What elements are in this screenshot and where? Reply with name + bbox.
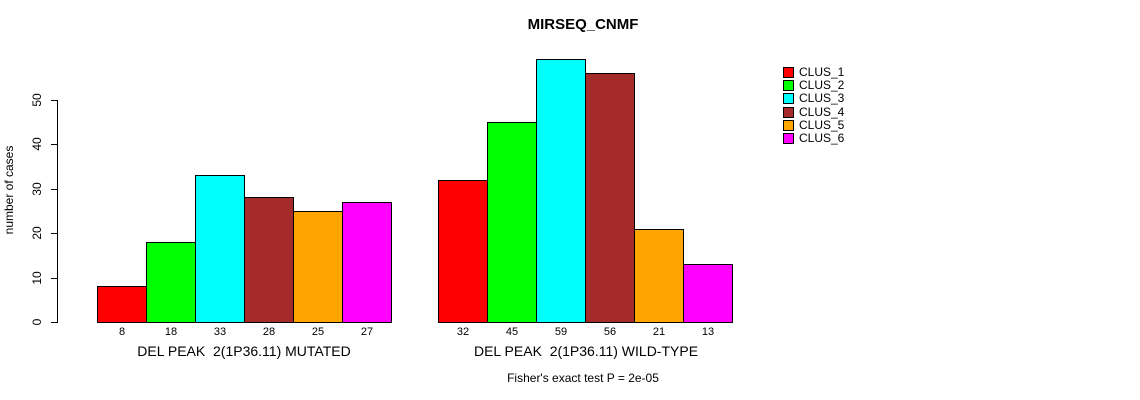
bar-clus_3-group1 [195, 175, 245, 323]
y-axis-tick [51, 322, 58, 323]
y-axis-tick [51, 233, 58, 234]
legend-swatch-clus_1 [783, 66, 794, 78]
legend-swatch-clus_5 [783, 119, 794, 131]
bar-value-label: 18 [164, 326, 178, 338]
y-axis-tick [51, 189, 58, 190]
group-label-mutated: DEL PEAK 2(1P36.11) MUTATED [137, 343, 351, 359]
bar-value-label: 27 [360, 326, 374, 338]
legend-label: CLUS_2 [799, 78, 845, 92]
y-axis-tick-label: 40 [30, 137, 44, 151]
bar-clus_2-group2 [487, 122, 537, 323]
bar-value-label: 56 [603, 326, 617, 338]
bar-value-label: 33 [213, 326, 227, 338]
bar-value-label: 28 [262, 326, 276, 338]
legend-item: CLUS_2 [783, 78, 844, 92]
legend-label: CLUS_4 [799, 105, 845, 119]
bar-value-label: 59 [554, 326, 568, 338]
y-axis-label: number of cases [2, 145, 16, 235]
legend-label: CLUS_5 [799, 118, 845, 132]
legend-item: CLUS_6 [783, 131, 844, 145]
bar-clus_6-group1 [342, 202, 392, 323]
legend-swatch-clus_4 [783, 106, 794, 118]
y-axis-tick-label: 20 [30, 226, 44, 240]
legend-label: CLUS_6 [799, 131, 845, 145]
y-axis-tick-label: 30 [30, 182, 44, 196]
y-axis-line [57, 100, 58, 323]
chart-title: MIRSEQ_CNMF [527, 16, 639, 33]
bar-clus_4-group1 [244, 197, 294, 323]
legend-label: CLUS_3 [799, 91, 845, 105]
bar-clus_3-group2 [536, 59, 586, 323]
bar-value-label: 45 [505, 326, 519, 338]
legend-item: CLUS_1 [783, 65, 844, 79]
bar-clus_1-group1 [97, 286, 147, 323]
bar-value-label: 21 [652, 326, 666, 338]
bar-clus_6-group2 [683, 264, 733, 323]
y-axis-tick-label: 10 [30, 271, 44, 285]
legend-item: CLUS_3 [783, 91, 844, 105]
legend-label: CLUS_1 [799, 65, 845, 79]
bar-clus_4-group2 [585, 73, 635, 323]
legend-item: CLUS_4 [783, 105, 844, 119]
legend-swatch-clus_6 [783, 132, 794, 144]
legend-item: CLUS_5 [783, 118, 844, 132]
group-label-wild-type: DEL PEAK 2(1P36.11) WILD-TYPE [473, 343, 699, 359]
bar-clus_2-group1 [146, 242, 196, 323]
legend-swatch-clus_2 [783, 79, 794, 91]
fisher-test-annotation: Fisher's exact test P = 2e-05 [507, 371, 659, 385]
y-axis-tick-label: 50 [30, 93, 44, 107]
y-axis-tick-label: 0 [30, 318, 44, 326]
legend-swatch-clus_3 [783, 92, 794, 104]
y-axis-tick [51, 278, 58, 279]
bar-value-label: 25 [311, 326, 325, 338]
bar-value-label: 8 [118, 326, 126, 338]
bar-clus_5-group2 [634, 229, 684, 323]
bar-value-label: 13 [701, 326, 715, 338]
bar-value-label: 32 [456, 326, 470, 338]
y-axis-tick [51, 144, 58, 145]
bar-clus_5-group1 [293, 211, 343, 323]
bar-clus_1-group2 [438, 180, 488, 323]
y-axis-tick [51, 100, 58, 101]
